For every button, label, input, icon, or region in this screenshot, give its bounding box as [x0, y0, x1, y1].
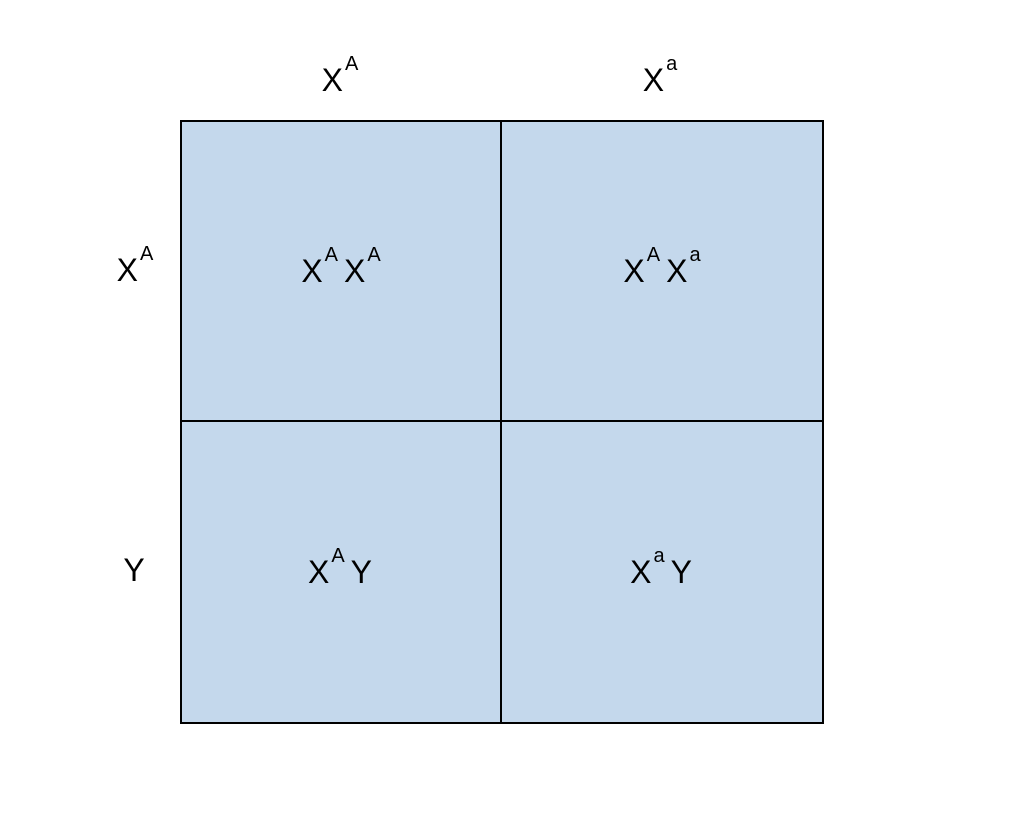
col-header-1: X A — [180, 64, 500, 96]
cell-1-2: X A X a — [502, 122, 822, 422]
column-headers: X A X a — [180, 40, 824, 120]
row-header-2: Y — [90, 420, 180, 720]
c12-a2-base: X — [666, 255, 687, 287]
c22-a1-base: X — [630, 556, 651, 588]
cell-2-1: X A Y — [182, 422, 502, 722]
row-header-1: X A — [90, 120, 180, 420]
c21-a1-base: X — [308, 556, 329, 588]
c21-a2-base: Y — [351, 556, 372, 588]
c12-a2-sup: a — [689, 245, 700, 265]
col1-base: X — [322, 64, 343, 96]
cell-1-1: X A X A — [182, 122, 502, 422]
row2-base: Y — [123, 554, 144, 586]
row1-base: X — [117, 254, 138, 286]
c11-a1-base: X — [301, 255, 322, 287]
punnett-grid: X A X A X A X a — [180, 120, 824, 724]
c22-a2-base: Y — [671, 556, 692, 588]
col-header-2: X a — [500, 64, 820, 96]
punnett-square: X A X a X A Y — [90, 40, 824, 724]
c11-a2-sup: A — [367, 245, 380, 265]
c22-a1-sup: a — [653, 546, 664, 566]
c21-a1-sup: A — [331, 546, 344, 566]
col1-sup: A — [345, 54, 358, 74]
c12-a1-sup: A — [647, 245, 660, 265]
c11-a1-sup: A — [325, 245, 338, 265]
col2-base: X — [643, 64, 664, 96]
cell-2-2: X a Y — [502, 422, 822, 722]
c12-a1-base: X — [623, 255, 644, 287]
row1-sup: A — [140, 244, 153, 264]
col2-sup: a — [666, 54, 677, 74]
c11-a2-base: X — [344, 255, 365, 287]
